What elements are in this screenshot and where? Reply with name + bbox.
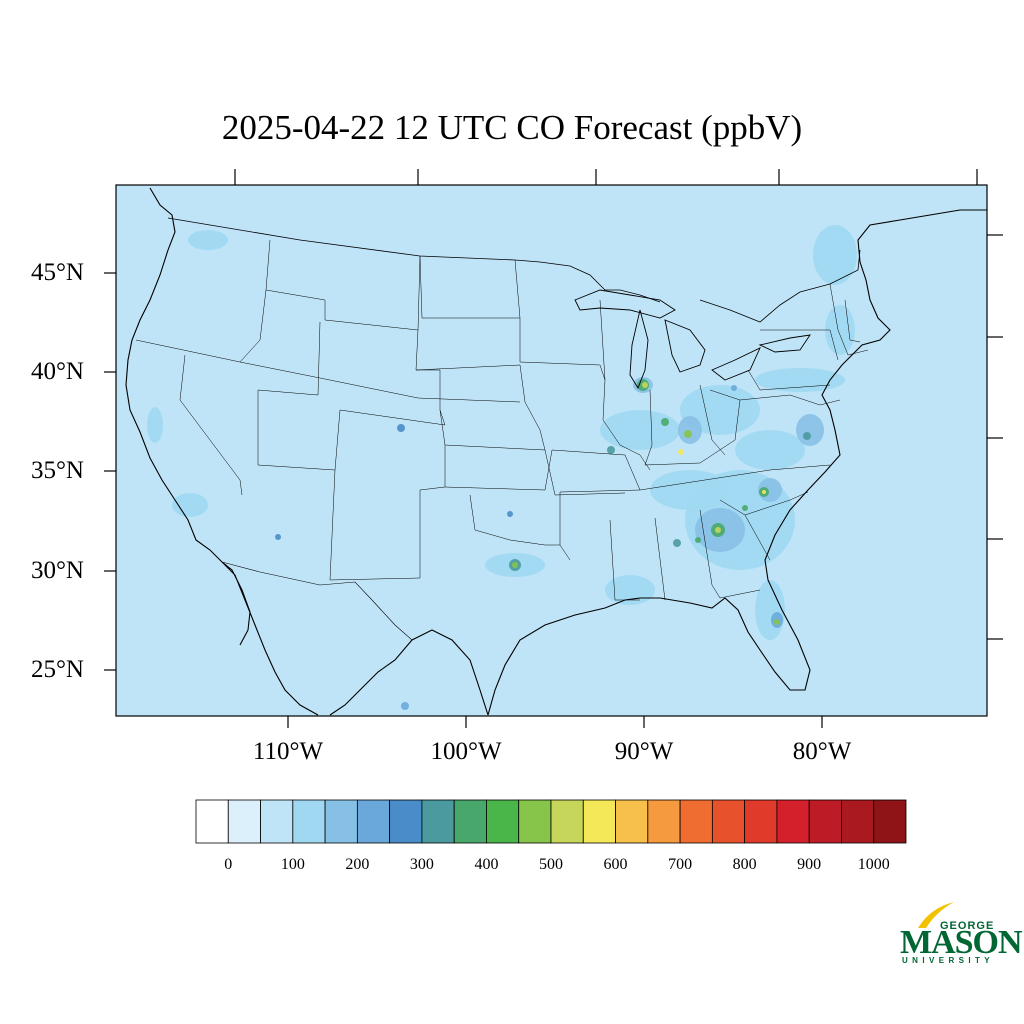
colorbar-swatch [486, 799, 520, 844]
logo-university-text: UNIVERSITY [902, 956, 995, 965]
colorbar-swatch [744, 799, 778, 844]
colorbar-swatch [421, 799, 455, 844]
colorbar-swatch [550, 799, 584, 844]
lon-label: 100°W [430, 738, 502, 765]
colorbar-swatch [389, 799, 423, 844]
lon-label: 90°W [614, 738, 674, 765]
map-content [125, 187, 987, 716]
colorbar-tick-label: 100 [280, 856, 305, 873]
colorbar-swatch [873, 799, 907, 844]
lat-label: 30°N [30, 557, 84, 584]
logo-mason-text: MASON [900, 924, 1023, 961]
colorbar-swatch [227, 799, 261, 844]
colorbar-tick-label: 500 [539, 856, 563, 873]
lat-label: 25°N [30, 656, 84, 683]
lat-label: 40°N [30, 358, 84, 385]
colorbar-tick-label: 600 [603, 856, 628, 873]
lat-label: 35°N [30, 457, 84, 484]
colorbar [195, 799, 907, 844]
colorbar-swatch [260, 799, 294, 844]
colorbar-swatch [356, 799, 391, 844]
logo-swoosh-icon [918, 902, 954, 928]
colorbar-tick-label: 400 [474, 856, 499, 873]
great-lakes [574, 289, 811, 390]
colorbar-swatch [582, 799, 616, 844]
colorbar-swatch [647, 799, 681, 844]
colorbar-tick-label: 0 [224, 856, 233, 873]
colorbar-tick-label: 800 [732, 856, 757, 873]
map-frame [115, 184, 988, 717]
us-mexico-border [221, 561, 413, 641]
colorbar-swatch [518, 799, 552, 844]
colorbar-tick-label: 900 [797, 856, 822, 873]
colorbar-tick-label: 200 [345, 856, 370, 873]
colorbar-swatch [615, 799, 649, 844]
colorbar-swatch [808, 799, 842, 844]
colorbar-tick-label: 300 [409, 856, 434, 873]
colorbar-swatch [292, 799, 326, 844]
us-canada-border [167, 217, 861, 323]
colorbar-swatch [711, 799, 746, 844]
coastline [125, 187, 987, 716]
colorbar-tick-label: 1000 [857, 856, 890, 873]
map-background [116, 185, 987, 716]
state-boundaries [135, 239, 869, 601]
colorbar-tick-label: 700 [668, 856, 693, 873]
colorbar-swatch [776, 799, 810, 844]
colorbar-swatch [679, 799, 713, 844]
colorbar-swatch [324, 799, 358, 844]
co-concentration-field [147, 225, 857, 710]
axis-ticks [104, 169, 1003, 728]
lon-label: 110°W [252, 738, 324, 765]
map-title: 2025-04-22 12 UTC CO Forecast (ppbV) [221, 108, 803, 147]
colorbar-swatch [841, 799, 875, 844]
colorbar-swatch [195, 799, 229, 844]
george-mason-logo: GEORGE MASON UNIVERSITY [896, 898, 1023, 970]
logo-george-text: GEORGE [940, 920, 995, 932]
lon-label: 80°W [792, 738, 852, 765]
lat-label: 45°N [30, 259, 84, 286]
colorbar-swatch [453, 799, 487, 844]
